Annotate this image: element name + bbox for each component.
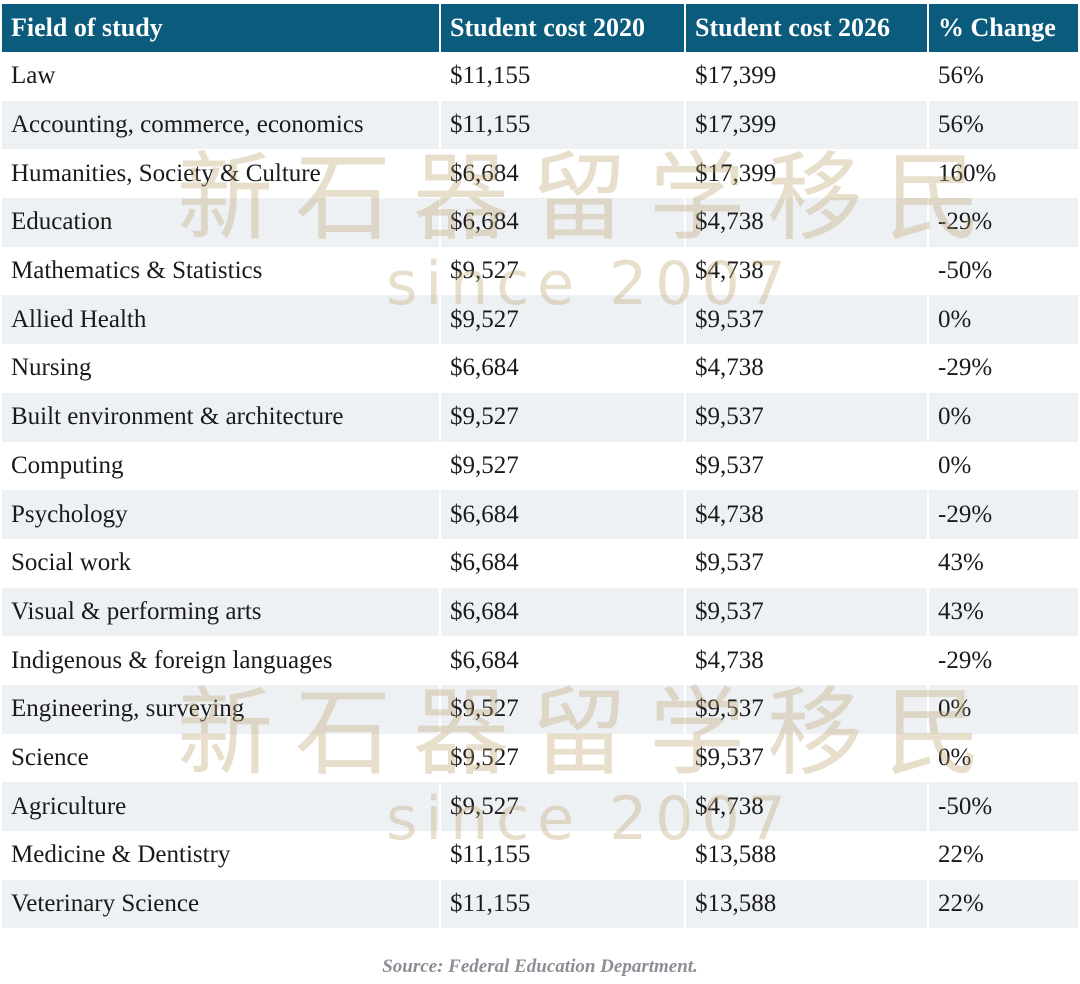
table-row: Medicine & Dentistry $11,155 $13,588 22% [2,831,1078,880]
table-row: Education $6,684 $4,738 -29% [2,198,1078,247]
table-cell: $4,738 [684,344,928,393]
table-cell: Nursing [11,354,92,382]
table-cell: 22% [927,879,1078,929]
table-cell: $9,527 [439,782,685,831]
table-cell: $9,537 [684,587,928,637]
table-cell: $9,527 [439,295,685,345]
table-cell: Indigenous & foreign languages [11,646,333,674]
table-cell: Psychology [2,490,440,539]
table-cell: $4,738 [684,782,928,831]
table-cell: Engineering, surveying [2,684,440,734]
table-cell: -29% [927,490,1078,539]
table-cell: $11,155 [439,831,685,880]
table-row: Visual & performing arts $6,684 $9,537 43% [2,587,1078,637]
table-cell: $9,527 [439,441,685,491]
table-cell: $9,537 [684,295,928,345]
table-cell: Veterinary Science [2,879,440,929]
table-cell: $17,399 [684,149,928,199]
table-row: Mathematics & Statistics $9,527 $4,738 -50% [2,246,1078,296]
cost-table: Field of study Student cost 2020 Student c… [2,4,1078,929]
table-cell: Accounting, commerce, economics [2,100,440,150]
table-cell: $9,537 [684,441,928,491]
table-cell: 160% [927,149,1078,199]
table-cell: Social work [11,549,132,577]
table-cell: Medicine & Dentistry [11,841,231,869]
table-cell: Education [2,198,440,247]
table-cell: 22% [927,831,1078,880]
table-cell: $17,399 [684,100,928,150]
table-body: Law $11,155 $17,399 56% Accounting, commerce… [2,52,1078,929]
table-cell: $6,684 [439,149,685,199]
header-cell: Field of study [2,4,440,52]
table-cell: $4,738 [684,246,928,296]
table-cell: $6,684 [439,538,685,588]
table-cell: -29% [927,344,1078,393]
table-cell: $9,537 [684,733,928,783]
header-cell: Student cost 2020 [439,4,685,52]
table-cell: Built environment & architecture [2,392,440,442]
table-cell: Agriculture [2,782,440,831]
table-cell: $6,684 [439,490,685,539]
table-cell: $6,684 [439,198,685,247]
table-cell: 56% [927,100,1078,150]
table-cell: -29% [927,636,1078,685]
table-row: Social work $6,684 $9,537 43% [2,538,1078,588]
table-cell: $11,155 [439,879,685,929]
table-cell: $9,527 [439,246,685,296]
table-cell: Computing [11,451,124,479]
table-cell: 0% [927,733,1078,783]
table-row: Computing $9,527 $9,537 0% [2,441,1078,491]
table-cell: $4,738 [684,636,928,685]
table-row: Law $11,155 $17,399 56% [2,52,1078,101]
table-cell: $6,684 [439,587,685,637]
header-row: Field of study Student cost 2020 Student c… [2,4,1078,52]
table-cell: $4,738 [684,198,928,247]
table-cell: 0% [927,684,1078,734]
table-cell: $6,684 [439,636,685,685]
table-cell: $6,684 [439,344,685,393]
table-cell: Science [11,743,89,771]
table-cell: $9,537 [684,538,928,588]
table-cell: $9,527 [439,684,685,734]
table-row: Nursing $6,684 $4,738 -29% [2,344,1078,393]
table-cell: $4,738 [684,490,928,539]
table-cell: 0% [927,441,1078,491]
table-cell: 43% [927,538,1078,588]
table-row: Indigenous & foreign languages $6,684 $4,7… [2,636,1078,685]
table-cell: $11,155 [439,52,685,101]
table-cell: -29% [927,198,1078,247]
table-cell: $9,537 [684,684,928,734]
table-row: Science $9,527 $9,537 0% [2,733,1078,783]
source-note: Source: Federal Education Department. [382,956,698,977]
table-cell: Mathematics & Statistics [11,257,263,285]
table-cell: $17,399 [684,52,928,101]
table-row: Agriculture $9,527 $4,738 -50% [2,782,1078,831]
table-cell: -50% [927,782,1078,831]
header-cell: % Change [927,4,1078,52]
table-row: Allied Health $9,527 $9,537 0% [2,295,1078,345]
table-cell: $9,527 [439,733,685,783]
header-cell: Student cost 2026 [684,4,928,52]
table-row: Humanities, Society & Culture $6,684 $17,3… [2,149,1078,199]
table-cell: 0% [927,392,1078,442]
table-cell: Visual & performing arts [2,587,440,637]
table-row: Veterinary Science $11,155 $13,588 22% [2,879,1078,929]
table-row: Accounting, commerce, economics $11,155 $1… [2,100,1078,150]
table-cell: 56% [927,52,1078,101]
table-cell: Allied Health [2,295,440,345]
table-cell: $9,527 [439,392,685,442]
table-row: Built environment & architecture $9,527 $9… [2,392,1078,442]
table-cell: $13,588 [684,831,928,880]
table-cell: 43% [927,587,1078,637]
table-cell: 0% [927,295,1078,345]
table-cell: $13,588 [684,879,928,929]
table-row: Engineering, surveying $9,527 $9,537 0% [2,684,1078,734]
table-cell: -50% [927,246,1078,296]
table-cell: $11,155 [439,100,685,150]
table-row: Psychology $6,684 $4,738 -29% [2,490,1078,539]
table-cell: $9,537 [684,392,928,442]
table-cell: Law [11,62,56,90]
table-cell: Humanities, Society & Culture [11,159,321,187]
